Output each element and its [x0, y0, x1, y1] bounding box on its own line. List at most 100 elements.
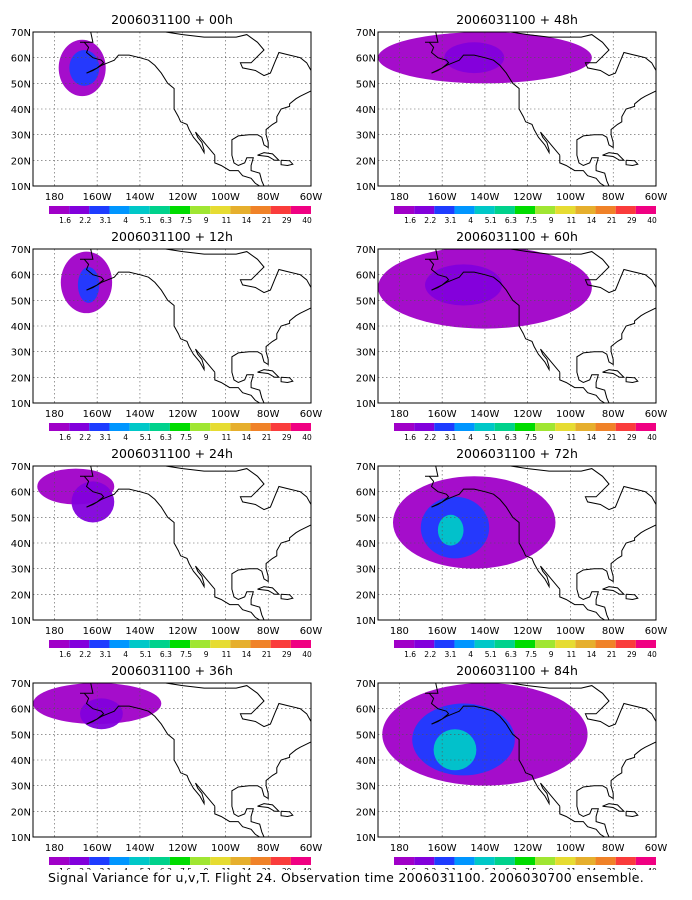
- colorbar-label: 29: [627, 650, 637, 659]
- coastline: [214, 806, 260, 837]
- map-frame: [32, 31, 312, 187]
- colorbar-swatch: [69, 206, 90, 214]
- colorbar-swatch: [555, 640, 576, 648]
- coastline: [602, 803, 626, 812]
- x-tick-label: 120W: [168, 626, 197, 637]
- colorbar-swatch: [250, 857, 271, 865]
- colorbar-swatch: [635, 206, 656, 214]
- colorbar-swatch: [575, 206, 596, 214]
- colorbar-label: 40: [302, 650, 312, 659]
- colorbar-swatch: [615, 640, 636, 648]
- colorbar-swatch: [49, 857, 70, 865]
- y-tick-label: 30N: [356, 131, 376, 142]
- colorbar-label: 29: [282, 216, 292, 225]
- colorbar-label: 1.6: [404, 216, 416, 225]
- panel-title: 2006031100 + 36h: [111, 663, 233, 678]
- x-tick-label: 160W: [83, 409, 112, 420]
- x-tick-label: 120W: [513, 192, 542, 203]
- x-tick-label: 60W: [300, 626, 323, 637]
- colorbar-label: 5.1: [485, 433, 497, 442]
- x-tick-label: 140W: [470, 626, 499, 637]
- map-panel-6: 2006031100 + 72h 70N 60N 50N 40N 30N 20N 10N 180…: [356, 446, 668, 659]
- colorbar-swatch: [230, 640, 251, 648]
- map-panel-0: 2006031100 + 00h 70N 60N 50N 40N 30N 20N 10N 180…: [11, 12, 323, 225]
- colorbar-swatch: [89, 423, 110, 431]
- y-tick-label: 20N: [11, 373, 31, 384]
- x-tick-label: 160W: [428, 409, 457, 420]
- map-panel-3: 2006031100 + 36h 70N 60N 50N 40N 30N 20N 10N 180…: [11, 663, 323, 876]
- x-tick-label: 60W: [300, 409, 323, 420]
- colorbar-label: 29: [282, 650, 292, 659]
- coastline: [602, 586, 626, 595]
- y-tick-label: 50N: [356, 513, 376, 524]
- colorbar-label: 9: [204, 433, 209, 442]
- x-tick-label: 60W: [645, 843, 668, 854]
- colorbar-swatch: [575, 423, 596, 431]
- y-tick-label: 60N: [11, 488, 31, 499]
- panel-title: 2006031100 + 84h: [456, 663, 578, 678]
- coastline: [625, 810, 639, 818]
- colorbar-label: 6.3: [160, 433, 172, 442]
- x-tick-label: 100W: [556, 843, 585, 854]
- y-tick-label: 10N: [11, 182, 31, 193]
- colorbar-label: 14: [587, 650, 597, 659]
- colorbar-swatch: [290, 857, 311, 865]
- coastline: [257, 586, 281, 595]
- colorbar-swatch: [210, 857, 231, 865]
- y-tick-label: 60N: [356, 54, 376, 65]
- x-tick-label: 100W: [556, 192, 585, 203]
- y-tick-label: 50N: [356, 730, 376, 741]
- coastline: [602, 369, 626, 378]
- x-tick-label: 180: [45, 626, 64, 637]
- y-tick-label: 40N: [356, 322, 376, 333]
- colorbar-label: 40: [302, 433, 312, 442]
- colorbar-label: 3.1: [99, 433, 111, 442]
- variance-region: [71, 481, 115, 523]
- colorbar-swatch: [109, 423, 130, 431]
- colorbar-swatch: [230, 423, 251, 431]
- colorbar-label: 14: [587, 433, 597, 442]
- colorbar-label: 6.3: [160, 650, 172, 659]
- colorbar-swatch: [414, 640, 435, 648]
- x-tick-label: 180: [390, 843, 409, 854]
- colorbar-swatch: [69, 423, 90, 431]
- colorbar-swatch: [575, 640, 596, 648]
- colorbar-label: 40: [302, 216, 312, 225]
- colorbar-label: 40: [647, 433, 657, 442]
- coastline: [559, 806, 605, 837]
- y-tick-label: 40N: [356, 105, 376, 116]
- y-tick-label: 50N: [11, 79, 31, 90]
- colorbar-swatch: [615, 423, 636, 431]
- x-tick-label: 100W: [211, 843, 240, 854]
- colorbar-label: 6.3: [505, 216, 517, 225]
- colorbar-label: 29: [282, 433, 292, 442]
- colorbar-swatch: [129, 206, 150, 214]
- y-tick-label: 60N: [11, 705, 31, 716]
- coastline: [257, 803, 281, 812]
- colorbar-swatch: [615, 857, 636, 865]
- x-tick-label: 100W: [211, 626, 240, 637]
- map-frame: [377, 465, 657, 621]
- colorbar-swatch: [89, 640, 110, 648]
- colorbar-swatch: [250, 423, 271, 431]
- variance-region: [437, 514, 464, 546]
- panel-title: 2006031100 + 60h: [456, 229, 578, 244]
- y-tick-label: 50N: [11, 296, 31, 307]
- colorbar-swatch: [190, 640, 211, 648]
- colorbar-label: 5.1: [485, 650, 497, 659]
- colorbar-label: 21: [607, 650, 617, 659]
- y-tick-label: 40N: [356, 539, 376, 550]
- x-tick-label: 140W: [125, 843, 154, 854]
- coastline: [628, 229, 692, 275]
- y-tick-label: 20N: [356, 590, 376, 601]
- colorbar-swatch: [595, 640, 616, 648]
- colorbar-swatch: [149, 857, 170, 865]
- x-tick-label: 180: [45, 843, 64, 854]
- colorbar-label: 40: [647, 650, 657, 659]
- y-tick-label: 30N: [11, 348, 31, 359]
- colorbar-label: 21: [262, 216, 272, 225]
- colorbar-swatch: [555, 857, 576, 865]
- coastline: [280, 159, 294, 167]
- colorbar-swatch: [494, 640, 515, 648]
